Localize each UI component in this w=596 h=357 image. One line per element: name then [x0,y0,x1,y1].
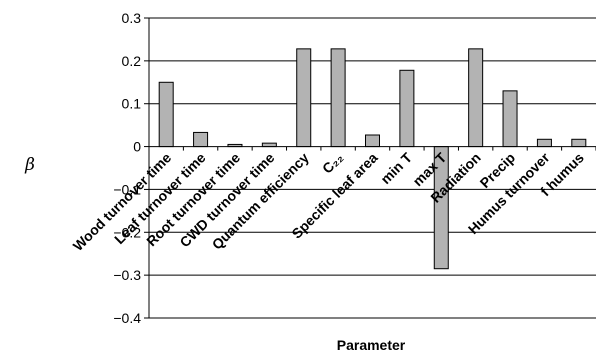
bar [296,48,312,148]
bar [261,142,277,148]
category-label: min T [377,149,415,187]
bar [399,69,415,148]
bar [571,138,587,148]
y-tick-labels: 0.3 0.2 0.1 0 −0.1 −0.2 −0.3 −0.4 [113,10,141,326]
bar [468,48,484,148]
y-tick-label: 0 [133,139,141,155]
y-tick-label: 0.2 [122,53,142,69]
y-tick-label: 0.1 [122,96,142,112]
y-tick-label: −0.4 [113,310,141,326]
y-tick-label: −0.1 [113,181,141,197]
bar [502,90,518,148]
y-tick-label: −0.3 [113,267,141,283]
y-tick-label: 0.3 [122,10,142,26]
x-axis-label: Parameter [337,337,406,353]
bar [365,134,380,148]
bar [536,138,552,148]
bar [193,131,209,148]
axes [144,17,596,319]
y-tick-label: −0.2 [113,224,141,240]
gridlines [149,17,596,319]
y-axis-label: β [24,155,35,175]
bar [330,48,346,148]
bar [158,81,174,148]
bars [158,48,587,270]
category-label: C₂₂ [319,149,346,176]
